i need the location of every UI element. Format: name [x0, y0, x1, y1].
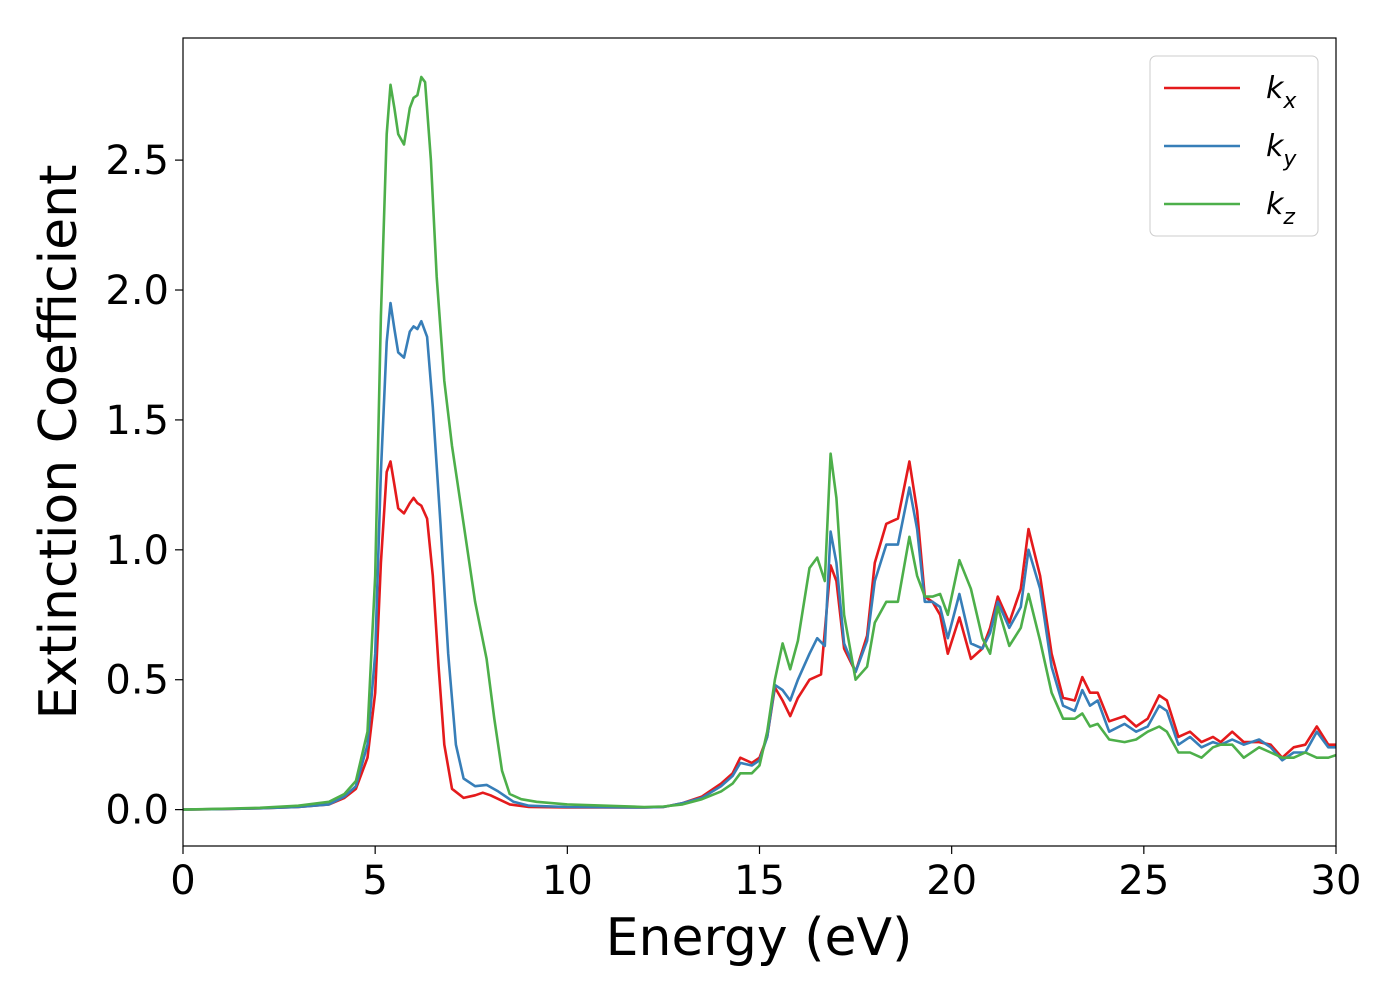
x-tick-label: 25 — [1118, 858, 1169, 904]
y-tick-label: 2.0 — [105, 268, 169, 314]
y-tick-label: 0.5 — [105, 658, 169, 704]
legend-label-kx: kx — [1266, 71, 1297, 114]
series-line-kz — [183, 75, 1336, 811]
legend-label-kz: kz — [1266, 187, 1295, 230]
y-tick-label: 2.5 — [105, 138, 169, 184]
y-tick-label: 0.0 — [105, 788, 169, 834]
x-tick-label: 0 — [170, 858, 195, 904]
series-line-kx — [183, 460, 1336, 811]
x-tick-label: 15 — [734, 858, 785, 904]
x-tick-label: 20 — [926, 858, 977, 904]
plot-area — [183, 38, 1336, 846]
x-tick-label: 10 — [542, 858, 593, 904]
y-tick-label: 1.0 — [105, 528, 169, 574]
y-axis-title: Extinction Coefficient — [29, 165, 89, 720]
legend: kx ky kz — [1149, 55, 1319, 237]
y-tick-label: 1.5 — [105, 398, 169, 444]
legend-label-ky: ky — [1266, 129, 1297, 172]
x-tick-label: 30 — [1311, 858, 1362, 904]
x-axis-title: Energy (eV) — [606, 908, 913, 968]
x-tick-label: 5 — [362, 858, 387, 904]
series-line-ky — [183, 301, 1336, 811]
